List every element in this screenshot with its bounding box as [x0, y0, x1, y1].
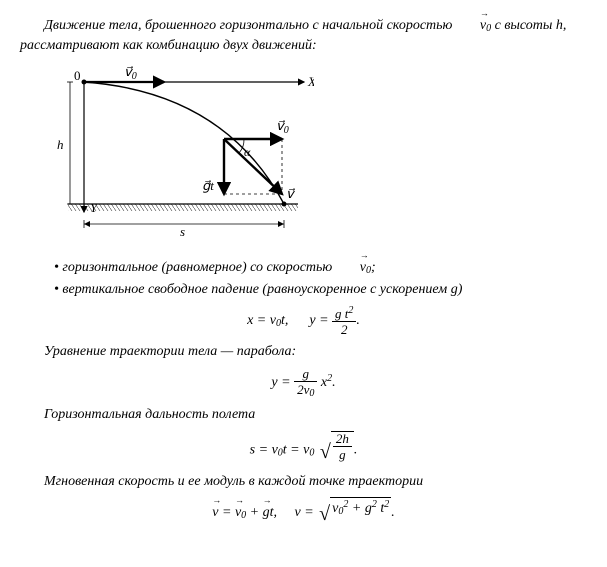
- v-label: v⃗: [286, 186, 296, 201]
- eq-parabola: y = g 2v0 x2.: [20, 367, 587, 399]
- alpha-label: α: [244, 145, 251, 159]
- gt-label: g⃗t: [202, 178, 214, 193]
- trajectory-text: Уравнение траектории тела — парабола:: [20, 342, 587, 362]
- eq-range: s = v0t = v0 2h g .: [20, 431, 587, 466]
- origin-label: 0: [74, 68, 81, 83]
- diagram-svg: X 0 Y v⃗0 h s v⃗0 g⃗t v⃗ α: [54, 64, 314, 244]
- bullet-horizontal: • горизонтальное (равномерное) со скорос…: [30, 258, 587, 278]
- v0-side-label: v⃗0: [276, 118, 289, 136]
- eq-velocity: v = v0 + gt, v = v02 + g2 t2 .: [20, 497, 587, 528]
- h-label: h: [57, 137, 64, 152]
- bullet-vertical: • вертикальное свободное падение (равноу…: [30, 280, 587, 300]
- eq-xy: x = v0t, y = g t2 2 .: [20, 306, 587, 336]
- x-axis-label: X: [307, 74, 314, 89]
- projectile-diagram: X 0 Y v⃗0 h s v⃗0 g⃗t v⃗ α: [54, 64, 587, 251]
- intro-text: Движение тела, брошенного горизонтально …: [20, 16, 587, 56]
- v0-top-label: v⃗0: [124, 64, 137, 82]
- range-text: Горизонтальная дальность полета: [20, 405, 587, 425]
- s-label: s: [180, 224, 185, 239]
- velocity-text: Мгновенная скорость и ее модуль в каждой…: [20, 472, 587, 492]
